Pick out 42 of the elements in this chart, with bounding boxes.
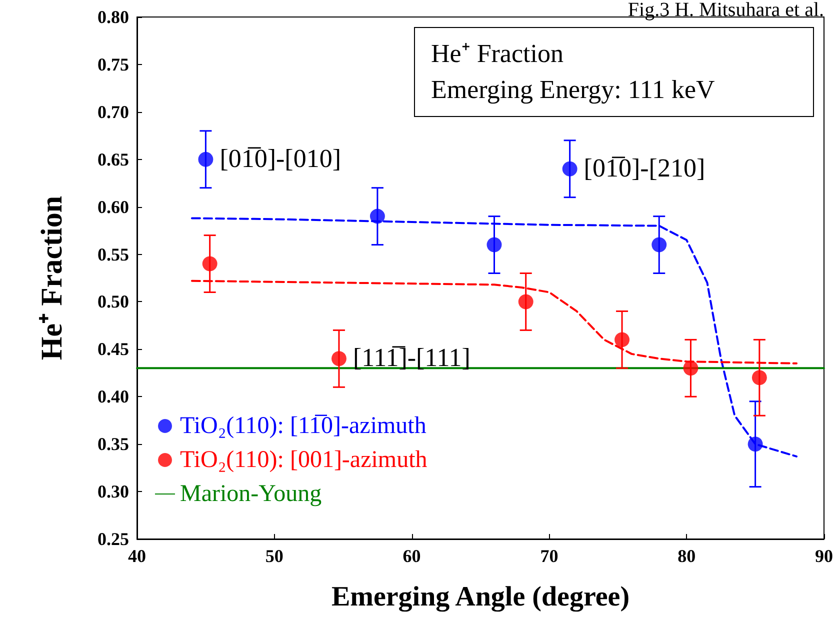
y-tick-label: 0.25 [98, 529, 129, 549]
y-tick-label: 0.40 [98, 386, 129, 407]
point [486, 237, 502, 252]
y-tick-label: 0.35 [98, 434, 129, 454]
y-tick-label: 0.80 [98, 7, 129, 27]
point [752, 370, 767, 386]
annotation: He⁺ Fraction [431, 38, 564, 70]
text-frame: He⁺ Fraction Emerging Energy: 111 keV [414, 27, 814, 117]
annotation: [01̅0]-[010] [220, 144, 341, 173]
y-tick-label: 0.65 [98, 149, 129, 170]
point [614, 332, 630, 348]
y-tick-label: 0.45 [98, 339, 129, 360]
x-tick-label: 60 [402, 546, 421, 566]
y-tick-label: 0.70 [98, 102, 129, 122]
point [652, 237, 667, 252]
x-tick-label: 40 [128, 546, 146, 566]
y-tick-label: 0.60 [98, 196, 129, 217]
x-tick-label: 50 [265, 546, 284, 566]
x-tick-label: 90 [815, 546, 833, 566]
point [748, 436, 763, 452]
point [370, 208, 385, 224]
point [198, 152, 214, 167]
y-tick-label: 0.75 [98, 54, 129, 74]
legend-label: Marion-Young [180, 481, 322, 507]
annotation: Fig.3 H. Mitsuhara et al. [628, 0, 824, 21]
point [518, 294, 534, 310]
x-tick-label: 70 [540, 546, 558, 566]
legend-label: TiO₂(110): [001]-azimuth [180, 447, 428, 473]
x-axis-title: Emerging Angle (degree) [331, 582, 630, 612]
y-tick-label: 0.50 [98, 292, 129, 312]
x-tick-label: 80 [678, 546, 696, 566]
y-axis-title: He⁺ Fraction [36, 196, 68, 360]
annotation: Emerging Energy: 111 keV [431, 74, 716, 106]
y-tick-label: 0.30 [98, 482, 129, 502]
point [562, 161, 578, 176]
point [331, 351, 346, 366]
annotation: [111̅]-[111] [352, 343, 470, 372]
annotation: [01̅0]-[210] [584, 153, 706, 182]
point [202, 256, 218, 272]
point [683, 360, 698, 376]
legend-label: TiO₂(110): [11̅0]-azimuth [180, 413, 426, 439]
y-tick-label: 0.55 [98, 244, 129, 264]
